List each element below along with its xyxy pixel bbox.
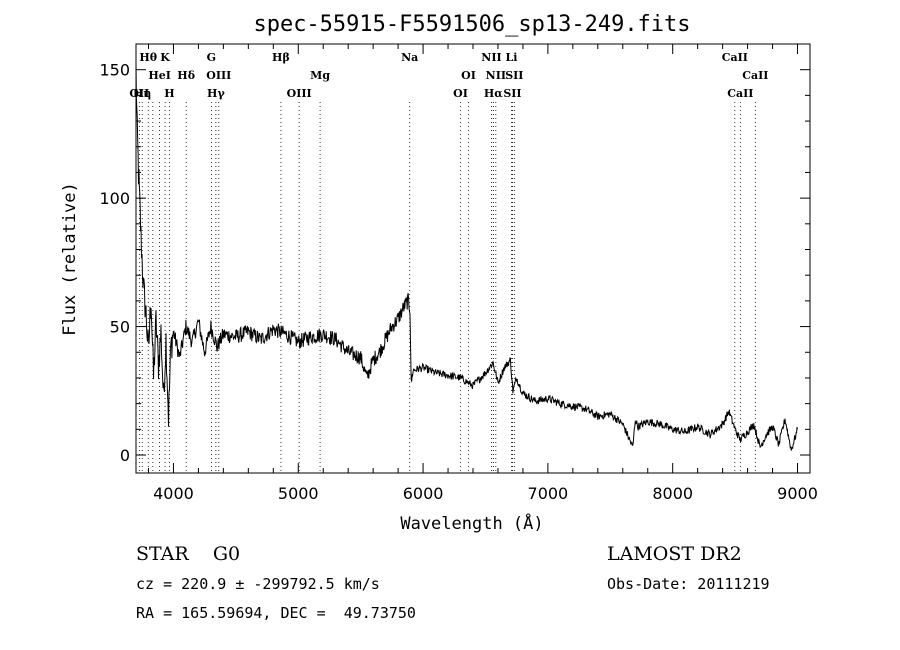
x-tick-label: 5000 (278, 484, 319, 503)
line-mark-label: NII (481, 51, 501, 64)
line-mark-label: Hδ (177, 69, 195, 82)
line-mark-label: Hβ (272, 51, 290, 64)
spectrum-line (135, 64, 798, 451)
line-mark-label: Hα (484, 87, 503, 100)
line-mark-label: K (160, 51, 170, 64)
line-mark-label: Hθ (139, 51, 157, 64)
axis-ticks-layer: 4000 5000 6000 7000 8000 9000 0 50 100 150 (99, 43, 818, 503)
line-mark-label: OI (453, 87, 468, 100)
line-mark-label: OIII (206, 69, 231, 82)
line-mark-label: Hη (133, 87, 151, 100)
line-mark-label: SII (503, 87, 521, 100)
line-mark-label: SII (505, 69, 523, 82)
chart-title: spec-55915-F5591506_sp13-249.fits (253, 12, 690, 37)
plot-frame (135, 43, 811, 474)
line-mark-label: Hγ (207, 87, 225, 100)
survey-name: LAMOST DR2 (607, 543, 742, 565)
x-tick-label: 8000 (652, 484, 693, 503)
y-tick-label: 100 (99, 189, 130, 208)
line-mark-label: CaII (742, 69, 768, 82)
y-tick-label: 0 (120, 446, 130, 465)
y-tick-label: 150 (99, 61, 130, 80)
line-mark-label: CaII (722, 51, 748, 64)
x-tick-label: 9000 (777, 484, 818, 503)
line-mark-label: OI (461, 69, 476, 82)
line-mark-label: G (207, 51, 216, 64)
line-mark-label: Na (401, 51, 418, 64)
line-mark-label: OIII (287, 87, 312, 100)
y-tick-label: 50 (110, 318, 130, 337)
line-mark-label: OII (129, 87, 149, 100)
coordinates: RA = 165.59694, DEC = 49.73750 (136, 604, 416, 622)
redshift-line: cz = 220.9 ± -299792.5 km/s (136, 575, 380, 593)
line-mark-label: CaII (727, 87, 753, 100)
line-mark-label: HeI (148, 69, 171, 82)
obs-date: Obs-Date: 20111219 (607, 575, 770, 593)
y-axis-label: Flux (relative) (60, 182, 80, 336)
line-mark-label: Mg (310, 69, 330, 82)
x-tick-label: 7000 (528, 484, 569, 503)
x-tick-label: 6000 (403, 484, 444, 503)
line-mark-label: Li (505, 51, 517, 64)
object-class: STAR G0 (136, 543, 241, 565)
x-axis-label: Wavelength (Å) (400, 512, 543, 534)
x-tick-label: 4000 (153, 484, 194, 503)
line-mark-label: H (164, 87, 174, 100)
line-mark-label: NII (486, 69, 506, 82)
